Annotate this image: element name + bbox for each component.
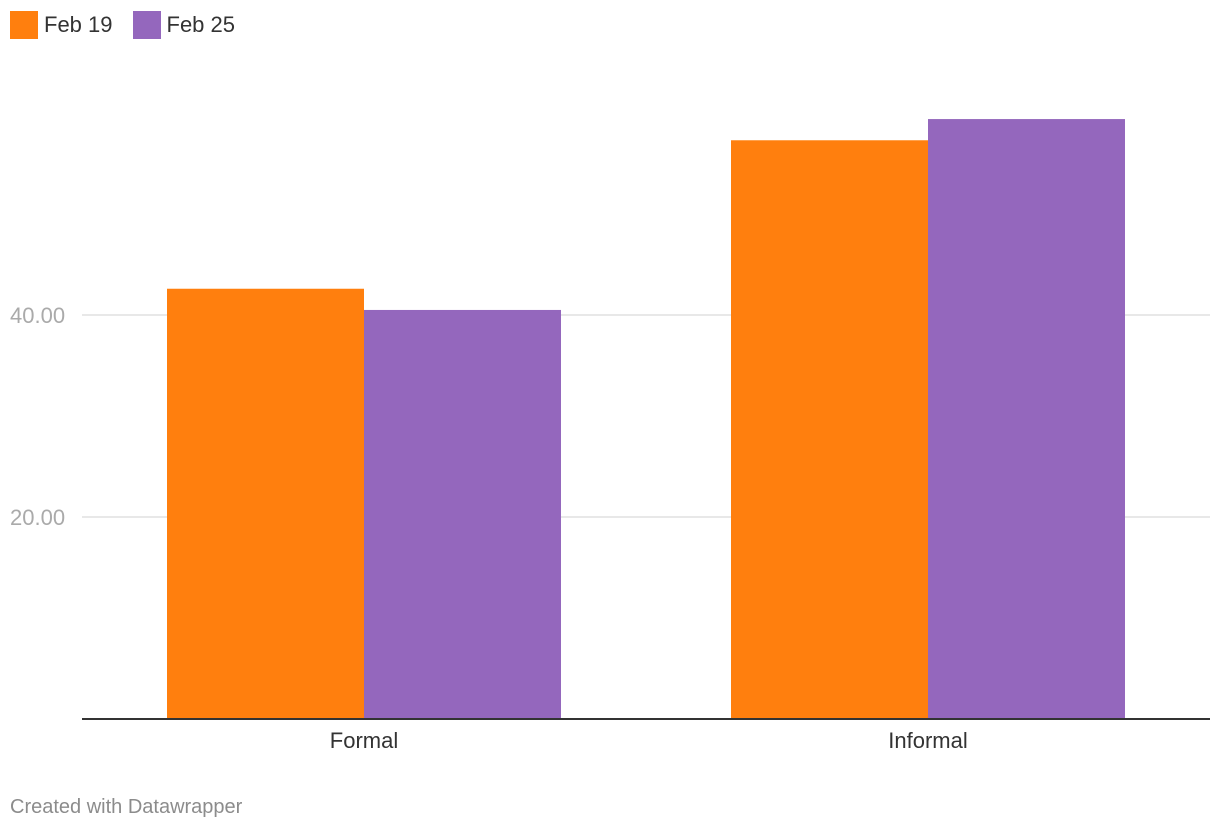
legend-label-feb-19: Feb 19: [44, 12, 113, 37]
bar-informal-feb-19: [731, 140, 928, 719]
y-tick-label-20: 20.00: [10, 505, 65, 530]
chart-legend: Feb 19 Feb 25: [10, 10, 235, 40]
bar-informal-feb-25: [928, 119, 1125, 719]
bar-formal-feb-25: [364, 309, 561, 719]
x-category-label-formal: Formal: [330, 728, 398, 753]
legend-swatch-feb-25: [132, 11, 161, 39]
x-category-label-informal: Informal: [888, 728, 967, 753]
footer-credit: Created with Datawrapper: [10, 796, 243, 818]
legend-item-feb-25[interactable]: Feb 25: [132, 11, 236, 39]
legend-label-feb-25: Feb 25: [166, 12, 236, 37]
legend-swatch-feb-19: [10, 11, 38, 39]
y-tick-label-40: 40.00: [10, 303, 65, 328]
legend-item-feb-19[interactable]: Feb 19: [10, 11, 113, 39]
bar-formal-feb-19: [167, 288, 364, 719]
